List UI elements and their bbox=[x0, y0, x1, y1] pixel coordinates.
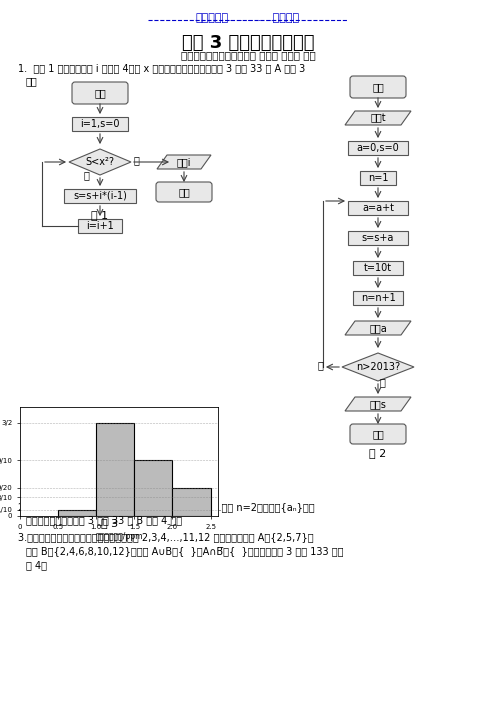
FancyBboxPatch shape bbox=[350, 76, 406, 98]
Text: 2.  在图 2 的程序框中，将输出的 a 的值分别记为 a₁, a₂, a₃,...，若 n=2，则数列{aₙ}的通: 2. 在图 2 的程序框中，将输出的 a 的值分别记为 a₁, a₂, a₃,.… bbox=[18, 502, 314, 512]
FancyBboxPatch shape bbox=[78, 219, 122, 233]
Text: n=1: n=1 bbox=[368, 173, 388, 183]
Text: s=s+a: s=s+a bbox=[362, 233, 394, 243]
Text: 图 3: 图 3 bbox=[102, 518, 119, 528]
FancyBboxPatch shape bbox=[156, 182, 212, 202]
Text: 图 2: 图 2 bbox=[370, 448, 386, 458]
Text: 是: 是 bbox=[84, 170, 90, 180]
Text: 否: 否 bbox=[318, 360, 324, 370]
FancyBboxPatch shape bbox=[353, 261, 403, 275]
Bar bbox=[96, 423, 134, 516]
Text: S<x²?: S<x²? bbox=[85, 157, 115, 167]
Text: 输入t: 输入t bbox=[370, 113, 386, 123]
Bar bbox=[134, 460, 173, 516]
Text: a=0,s=0: a=0,s=0 bbox=[357, 143, 399, 153]
FancyBboxPatch shape bbox=[350, 424, 406, 444]
Text: 结束: 结束 bbox=[178, 187, 190, 197]
Text: 习 4）: 习 4） bbox=[26, 560, 47, 570]
Text: 湖北省汉川市第一高级中学 陈媛丽 彭继军 林静: 湖北省汉川市第一高级中学 陈媛丽 彭继军 林静 bbox=[181, 50, 315, 60]
Text: i=i+1: i=i+1 bbox=[86, 221, 114, 231]
FancyBboxPatch shape bbox=[360, 171, 396, 185]
Text: 学习好资料…………欢迎下载: 学习好资料…………欢迎下载 bbox=[196, 13, 300, 23]
Text: 输出s: 输出s bbox=[370, 399, 386, 409]
Text: n>2013?: n>2013? bbox=[356, 362, 400, 372]
FancyBboxPatch shape bbox=[353, 291, 403, 305]
Polygon shape bbox=[345, 111, 411, 125]
Text: a=a+t: a=a+t bbox=[362, 203, 394, 213]
Text: 是: 是 bbox=[380, 377, 386, 387]
Text: 事件 B＝{2,4,6,8,10,12}，那么 A∪B＝{  }，A∩B̅＝{  }（来源：必修 3 教材 133 页练: 事件 B＝{2,4,6,8,10,12}，那么 A∪B＝{ }，A∩B̅＝{ }… bbox=[26, 546, 344, 556]
FancyBboxPatch shape bbox=[72, 82, 128, 104]
FancyBboxPatch shape bbox=[348, 201, 408, 215]
Text: 开始: 开始 bbox=[372, 82, 384, 92]
FancyBboxPatch shape bbox=[348, 141, 408, 155]
Polygon shape bbox=[157, 155, 211, 169]
Text: 必修 3 例题习题改编题目: 必修 3 例题习题改编题目 bbox=[182, 34, 314, 52]
Text: 题）: 题） bbox=[26, 76, 38, 86]
Text: 否: 否 bbox=[134, 155, 140, 165]
Text: s=s+i*(i-1): s=s+i*(i-1) bbox=[73, 191, 127, 201]
Bar bbox=[173, 488, 211, 516]
Text: t=10t: t=10t bbox=[364, 263, 392, 273]
Text: 输出a: 输出a bbox=[369, 323, 387, 333]
Text: 输出i: 输出i bbox=[177, 157, 191, 167]
Text: 项公式为（来源：必修 3 教材 33 页 B 组第 4 题）: 项公式为（来源：必修 3 教材 33 页 B 组第 4 题） bbox=[26, 515, 182, 525]
Text: 图 1: 图 1 bbox=[91, 210, 109, 220]
FancyBboxPatch shape bbox=[72, 117, 128, 131]
Text: i=1,s=0: i=1,s=0 bbox=[80, 119, 120, 129]
Text: 3.同时掷两个骰子，两个骰子的点数都可能是 2,3,4,…,11,12 中的一个，事件 A＝{2,5,7}，: 3.同时掷两个骰子，两个骰子的点数都可能是 2,3,4,…,11,12 中的一个… bbox=[18, 532, 313, 542]
Text: 1.  在图 1 程序中若输出 i 的值为 4，则 x 的取值范围为（来源：必修 3 教材 33 页 A 组第 3: 1. 在图 1 程序中若输出 i 的值为 4，则 x 的取值范围为（来源：必修 … bbox=[18, 63, 305, 73]
X-axis label: 鱼体内汞含量/ppm: 鱼体内汞含量/ppm bbox=[95, 532, 143, 541]
Polygon shape bbox=[342, 353, 414, 381]
Text: 开始: 开始 bbox=[94, 88, 106, 98]
Text: n=n+1: n=n+1 bbox=[361, 293, 395, 303]
FancyBboxPatch shape bbox=[348, 231, 408, 245]
FancyBboxPatch shape bbox=[64, 189, 136, 203]
Bar bbox=[58, 510, 96, 516]
Polygon shape bbox=[69, 149, 131, 175]
Text: 结束: 结束 bbox=[372, 429, 384, 439]
Polygon shape bbox=[345, 321, 411, 335]
Polygon shape bbox=[345, 397, 411, 411]
